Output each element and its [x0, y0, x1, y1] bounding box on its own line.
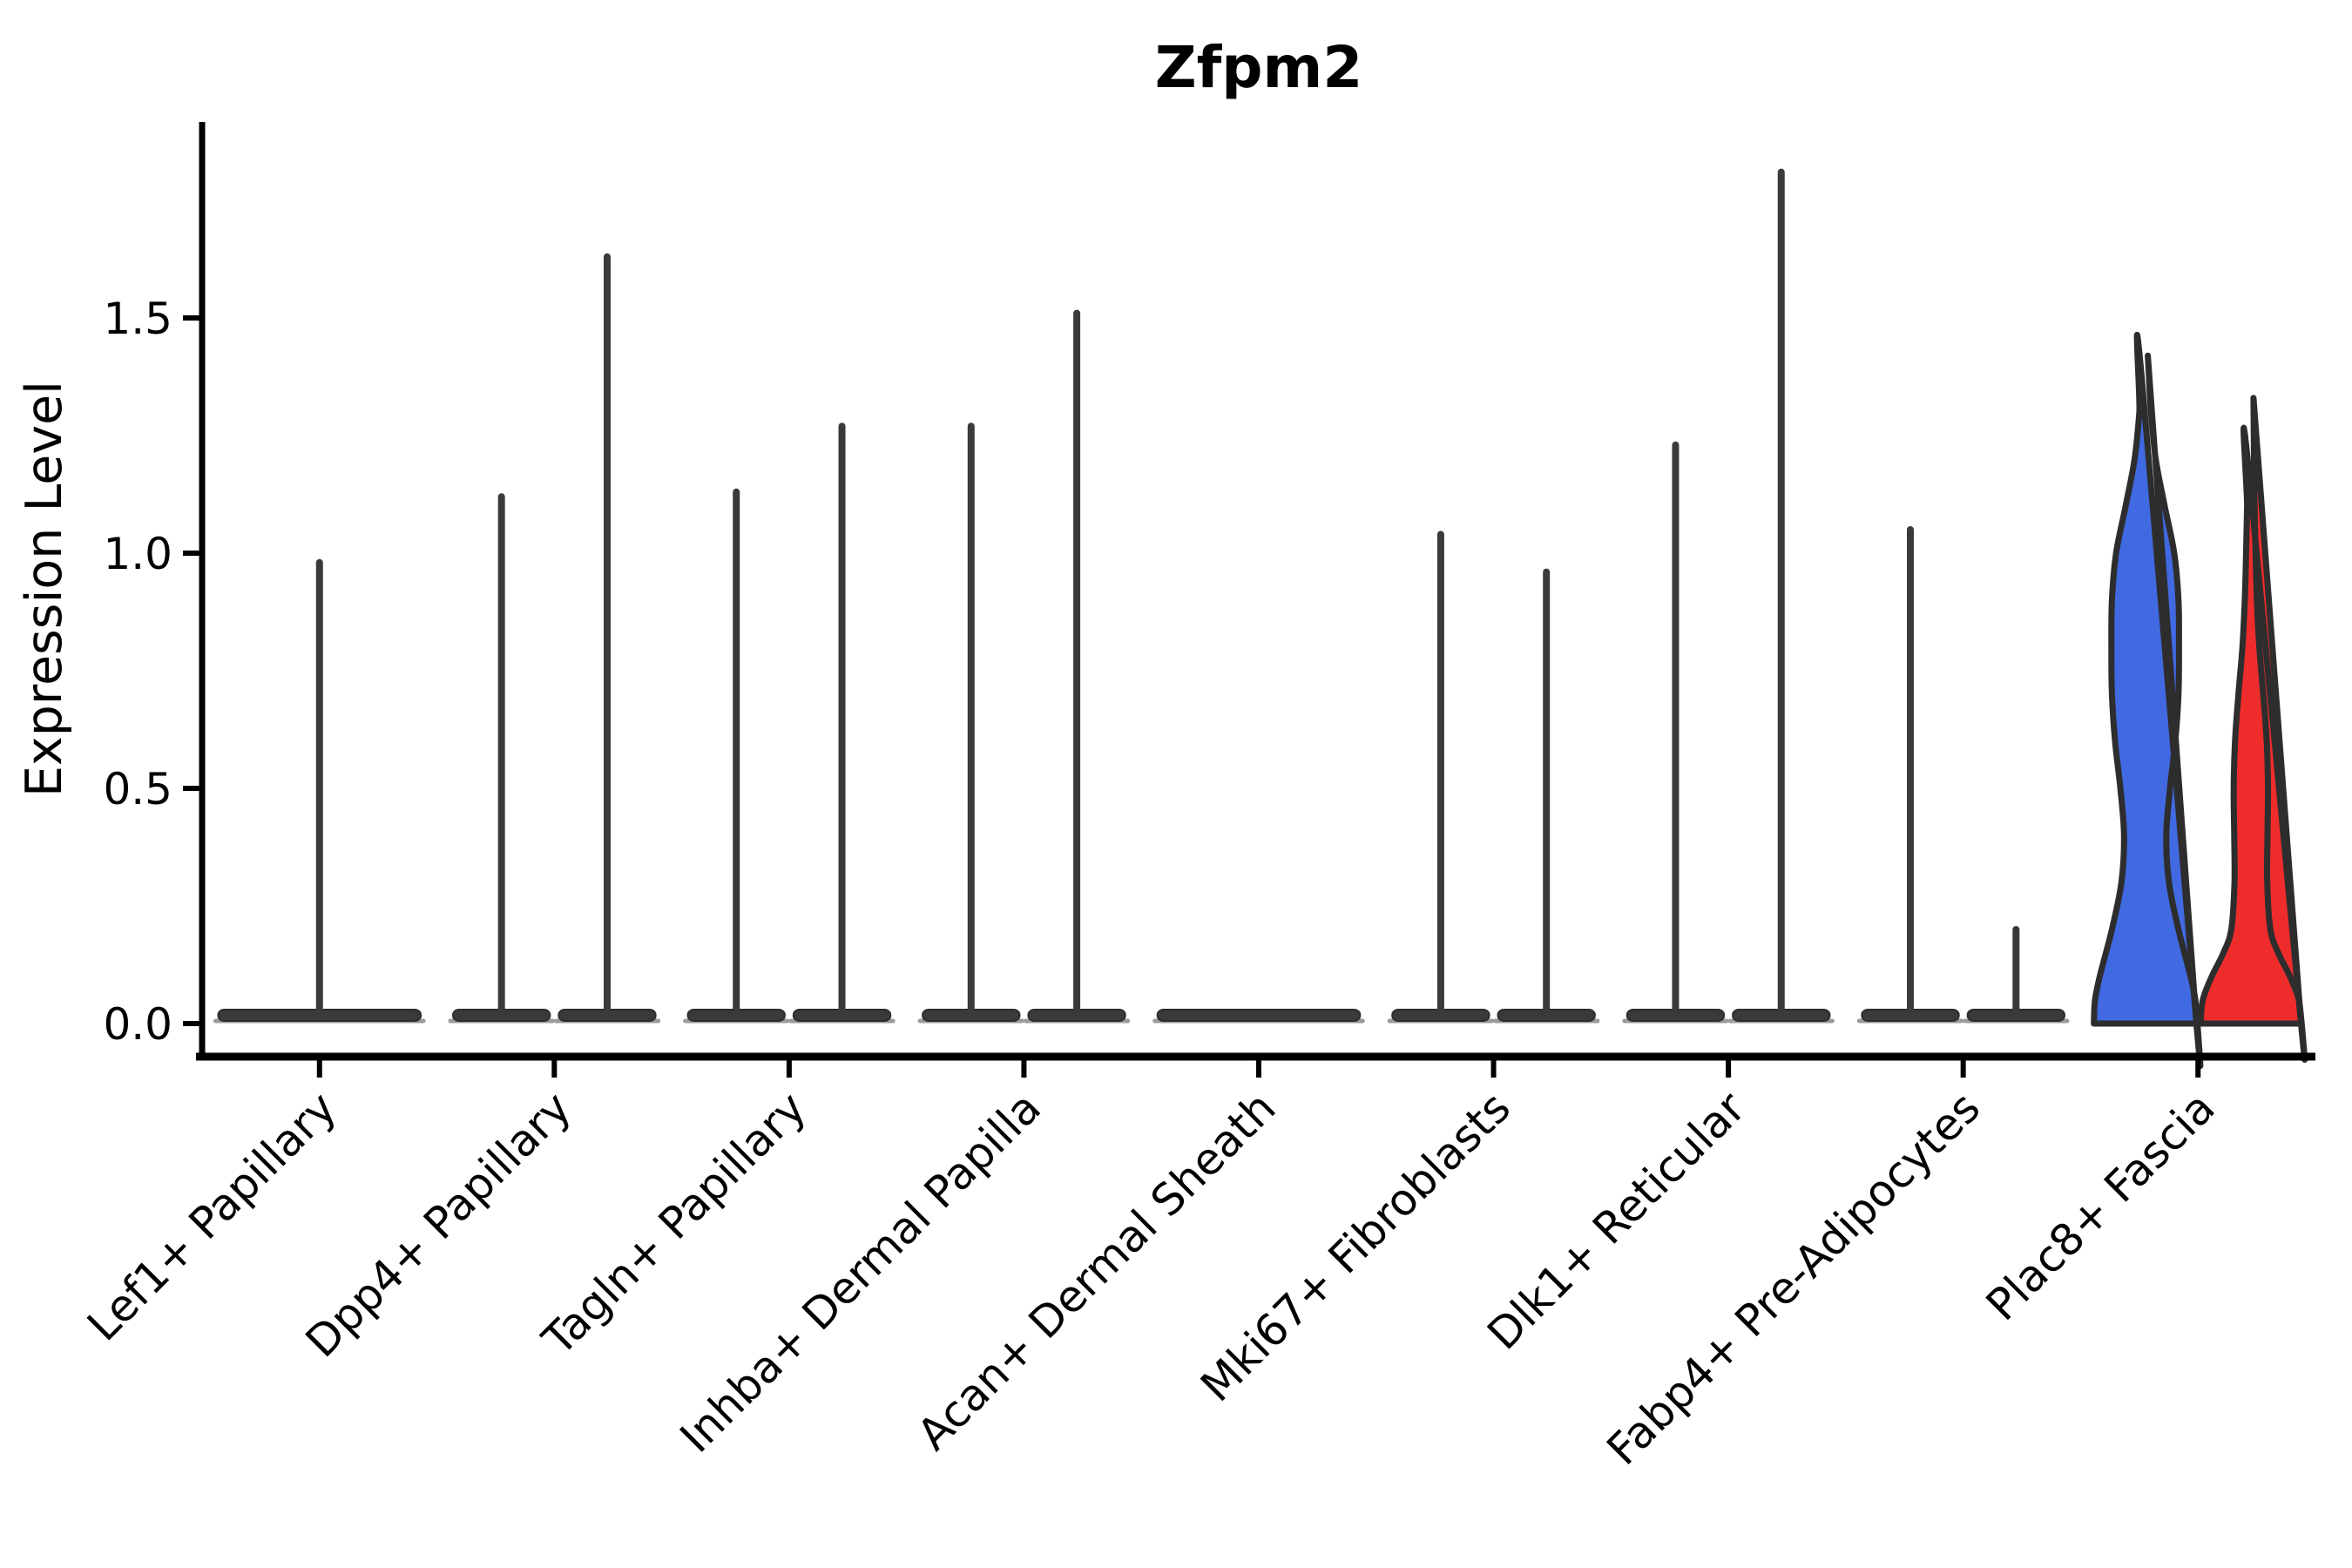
- violin-group-dlk1-reticular: [1622, 168, 1835, 1024]
- axis-spines: [196, 122, 2315, 1061]
- violin-group-dpp4-papillary: [448, 253, 661, 1024]
- y-tick-label-0.5: 0.5: [103, 764, 172, 814]
- violin-group-plac8-fascia: [2091, 331, 2308, 1070]
- violin-group-fabp4-pre-adipocytes: [1856, 526, 2070, 1024]
- chart-title: Zfpm2: [1155, 34, 1363, 101]
- x-tick-label-fabp4-pre-adipocytes: Fabp4+ Pre-Adipocytes: [1598, 1082, 1990, 1475]
- violin-group-tagln-papillary: [683, 422, 896, 1024]
- violin-plac8-fascia-right: [2197, 395, 2308, 1063]
- x-tick-label-plac8-fascia: Plac8+ Fascia: [1977, 1082, 2225, 1330]
- y-tick-label-1.5: 1.5: [103, 294, 172, 344]
- violins: [213, 168, 2308, 1070]
- violin-group-inhba-dermal-papilla: [917, 309, 1131, 1024]
- y-tick-label-1.0: 1.0: [103, 529, 172, 579]
- x-tick-label-lef1-papillary: Lef1+ Papillary: [78, 1082, 346, 1350]
- violin-base: [1156, 1009, 1362, 1022]
- violin-group-lef1-papillary: [213, 558, 426, 1024]
- violin-group-acan-dermal-sheath: [1152, 1009, 1365, 1024]
- violin-group-mki67-fibroblasts: [1387, 531, 1600, 1024]
- y-axis-label: Expression Level: [16, 381, 73, 797]
- y-tick-label-0.0: 0.0: [103, 999, 172, 1050]
- y-axis-ticks: 0.0 0.5 1.0 1.5: [103, 294, 202, 1050]
- x-tick-label-dlk1-reticular: Dlk1+ Reticular: [1477, 1082, 1754, 1359]
- violin-plac8-fascia-left: [2091, 331, 2204, 1070]
